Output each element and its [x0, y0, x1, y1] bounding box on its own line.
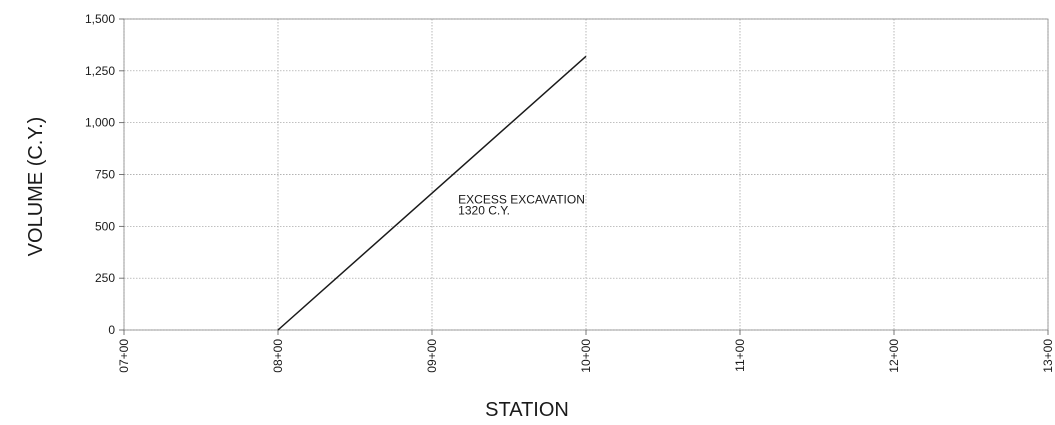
x-tick-label: 13+00 [1041, 339, 1055, 373]
y-tick-label: 1,500 [85, 12, 115, 26]
series [277, 55, 587, 331]
grid [123, 18, 1049, 331]
y-tick-label: 0 [108, 323, 115, 337]
y-tick-label: 1,000 [85, 116, 115, 130]
y-tick-label: 250 [95, 271, 115, 285]
y-tick-labels: 0 250 500 750 1,000 1,250 1,500 [85, 12, 115, 337]
x-tick-label: 12+00 [887, 339, 901, 373]
x-tick-label: 09+00 [425, 339, 439, 373]
y-tick-label: 1,250 [85, 64, 115, 78]
annotation-line-1: EXCESS EXCAVATION [458, 193, 585, 207]
x-tick-label: 08+00 [271, 339, 285, 373]
x-tick-labels: 07+00 08+00 09+00 10+00 11+00 12+00 13+00 [117, 339, 1055, 373]
annotation-line-2: 1320 C.Y. [458, 204, 510, 218]
tick-marks [119, 18, 1049, 335]
y-tick-label: 750 [95, 168, 115, 182]
y-axis-title: VOLUME (C.Y.) [25, 117, 47, 257]
y-tick-label: 500 [95, 219, 115, 233]
x-tick-label: 07+00 [117, 339, 131, 373]
x-tick-label: 10+00 [579, 339, 593, 373]
x-axis-title: STATION [485, 399, 569, 421]
x-tick-label: 11+00 [733, 339, 747, 372]
series-line [277, 55, 587, 331]
